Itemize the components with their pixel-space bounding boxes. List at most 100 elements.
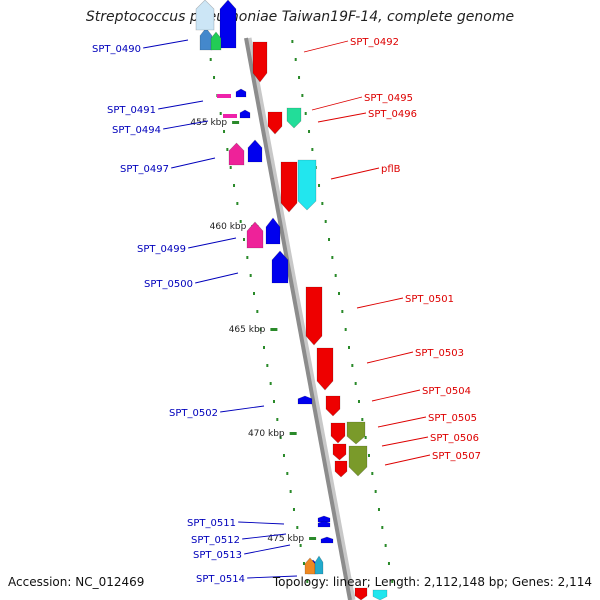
- reverse-gene-arrow: [219, 0, 237, 49]
- forward-gene-arrow: [252, 41, 268, 83]
- track-tick: [357, 400, 360, 403]
- track-tick: [256, 310, 259, 313]
- label-leader: [384, 454, 431, 466]
- forward-gene-arrow: [325, 395, 341, 417]
- track-tick: [243, 238, 246, 241]
- track-tick: [328, 238, 331, 241]
- label-leader: [171, 157, 216, 169]
- track-tick: [233, 184, 236, 187]
- track-tick: [291, 40, 294, 43]
- track-tick: [347, 346, 350, 349]
- label-leader: [195, 272, 239, 284]
- reverse-gene-label: SPT_0511: [187, 518, 236, 529]
- track-tick: [262, 346, 265, 349]
- label-leader: [220, 405, 265, 413]
- forward-gene-arrow: [332, 443, 347, 461]
- scale-label: 455 kbp: [190, 118, 227, 128]
- label-leader: [188, 237, 237, 249]
- track-tick: [259, 328, 262, 331]
- track-tick: [341, 310, 344, 313]
- reverse-gene-arrow: [320, 536, 334, 544]
- forward-gene-arrow-extra: [348, 445, 368, 477]
- accession-label: Accession: NC_012469: [8, 575, 145, 589]
- track-tick: [324, 220, 327, 223]
- reverse-gene-label: SPT_0494: [112, 125, 161, 136]
- track-tick: [321, 202, 324, 205]
- track-tick: [269, 382, 272, 385]
- track-tick: [381, 526, 384, 529]
- scale-label: 470 kbp: [248, 429, 285, 439]
- label-leader: [371, 389, 421, 402]
- track-tick: [361, 418, 364, 421]
- forward-gene-arrow: [305, 286, 323, 346]
- label-leader: [356, 297, 404, 309]
- reverse-gene-label: SPT_0500: [144, 279, 193, 290]
- reverse-gene-label: SPT_0497: [120, 164, 169, 175]
- reverse-gene-label: SPT_0513: [193, 550, 242, 561]
- forward-gene-arrow: [334, 460, 348, 478]
- scale-tick: [289, 432, 297, 435]
- forward-gene-arrow-extra: [346, 421, 366, 445]
- reverse-gene-arrow-extra: [223, 114, 237, 118]
- track-tick: [246, 256, 249, 259]
- forward-gene-arrow: [330, 422, 346, 444]
- track-tick: [236, 202, 239, 205]
- label-leader: [143, 39, 189, 49]
- track-tick: [377, 508, 380, 511]
- track-tick: [391, 580, 394, 583]
- forward-gene-arrow: [267, 111, 283, 135]
- track-tick: [266, 364, 269, 367]
- track-tick: [219, 112, 222, 115]
- track-tick: [374, 490, 377, 493]
- reverse-gene-arrow-extra: [228, 142, 245, 166]
- reverse-gene-arrow: [265, 217, 281, 245]
- track-tick: [296, 526, 299, 529]
- track-tick: [304, 112, 307, 115]
- track-tick: [301, 94, 304, 97]
- track-tick: [292, 508, 295, 511]
- track-tick: [289, 490, 292, 493]
- track-tick: [294, 58, 297, 61]
- track-tick: [306, 580, 309, 583]
- label-leader: [330, 167, 380, 180]
- track-tick: [299, 544, 302, 547]
- reverse-gene-label: SPT_0512: [191, 535, 240, 546]
- reverse-gene-arrow: [235, 88, 247, 98]
- reverse-gene-label: SPT_0491: [107, 105, 156, 116]
- reverse-gene-arrow-extra: [199, 27, 213, 51]
- scale-tick: [270, 328, 278, 331]
- scale-tick: [232, 121, 240, 124]
- forward-gene-arrow: [316, 347, 334, 391]
- label-leader: [311, 96, 363, 111]
- forward-gene-arrow-extra: [354, 587, 368, 600]
- track-tick: [318, 184, 321, 187]
- track-tick: [226, 148, 229, 151]
- track-tick: [239, 220, 242, 223]
- forward-gene-label: SPT_0505: [428, 413, 477, 424]
- forward-gene-label: pflB: [381, 164, 401, 175]
- forward-gene-label: SPT_0495: [364, 93, 413, 104]
- forward-gene-arrow: [286, 107, 302, 129]
- track-tick: [334, 274, 337, 277]
- track-tick: [229, 166, 232, 169]
- forward-gene-label: SPT_0492: [350, 37, 399, 48]
- forward-gene-label: SPT_0496: [368, 109, 417, 120]
- forward-gene-arrow-extra: [372, 589, 388, 600]
- track-tick: [302, 562, 305, 565]
- scale-label: 475 kbp: [267, 534, 304, 544]
- label-leader: [163, 120, 209, 130]
- genome-backbone: [244, 37, 352, 600]
- track-tick: [276, 418, 279, 421]
- track-tick: [213, 76, 216, 79]
- backbone-shadow: [246, 37, 356, 600]
- reverse-gene-arrow-extra: [314, 555, 324, 575]
- map-title: Streptococcus pneumoniae Taiwan19F-14, c…: [85, 9, 515, 25]
- track-tick: [344, 328, 347, 331]
- forward-gene-label: SPT_0507: [432, 451, 481, 462]
- reverse-gene-arrow-extra: [210, 31, 222, 51]
- reverse-gene-label: SPT_0499: [137, 244, 186, 255]
- track-tick: [253, 292, 256, 295]
- track-tick: [272, 400, 275, 403]
